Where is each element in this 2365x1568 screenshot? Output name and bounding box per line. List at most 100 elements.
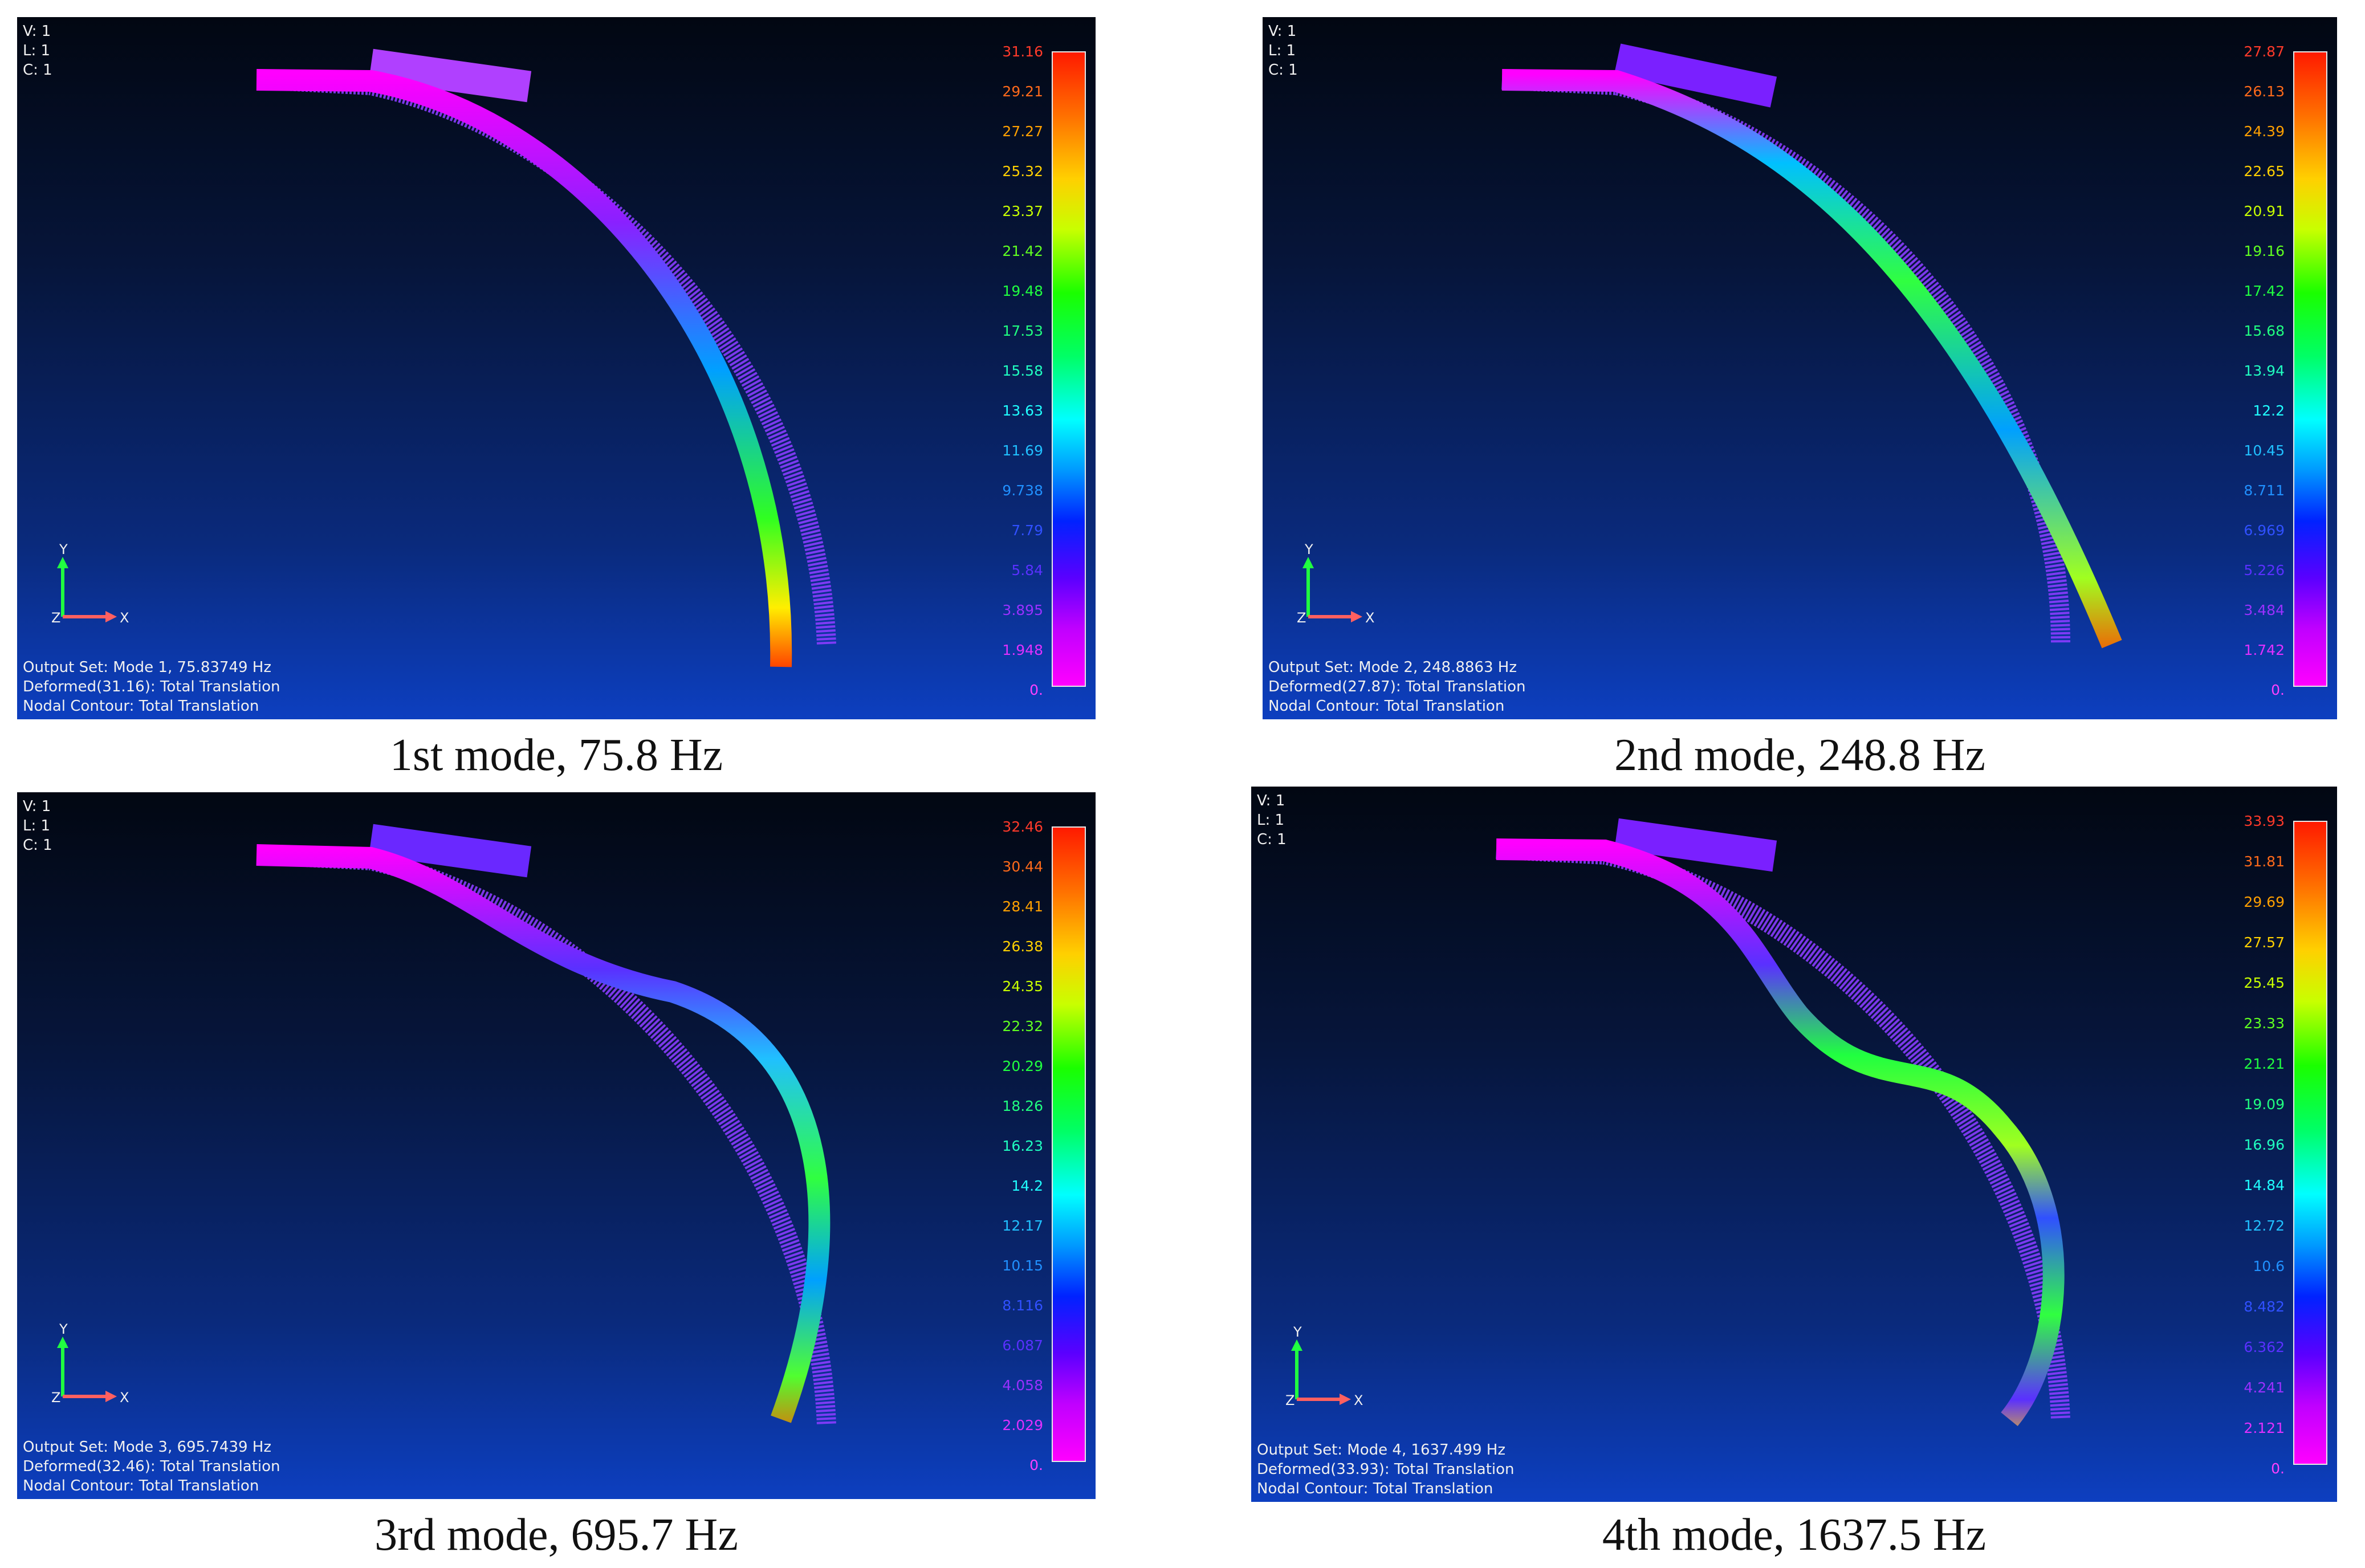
scale-tick: 9.738 — [1002, 482, 1043, 499]
scale-tick: 18.26 — [1002, 1098, 1043, 1114]
mode-4-caption: 4th mode, 1637.5 Hz — [1602, 1510, 1987, 1560]
output-info: Output Set: Mode 1, 75.83749 Hz Deformed… — [23, 658, 280, 716]
deformed-mesh — [256, 844, 831, 1423]
scale-tick: 2.121 — [2244, 1420, 2285, 1436]
mode-3-caption: 3rd mode, 695.7 Hz — [375, 1510, 738, 1560]
scale-tick: 19.48 — [1002, 283, 1043, 299]
triad-z-label: Z — [1297, 610, 1306, 626]
contour-label: Nodal Contour: Total Translation — [23, 1477, 259, 1494]
deformed-mesh — [1496, 838, 2065, 1427]
mode-1-panel: V: 1 L: 1 C: 1 31.16 29.21 27.27 25.32 2… — [17, 17, 1096, 719]
scale-tick: 10.45 — [2244, 442, 2285, 459]
scale-tick: 31.16 — [1002, 43, 1043, 60]
coordinate-triad: Y X Z — [1285, 1325, 1363, 1408]
triad-y-label: Y — [1293, 1325, 1302, 1340]
scale-tick: 6.969 — [2244, 522, 2285, 539]
scale-tick: 11.69 — [1002, 442, 1043, 459]
mode-2-panel: V: 1 L: 1 C: 1 27.87 26.13 24.39 22.65 2… — [1263, 17, 2337, 719]
scale-tick: 25.32 — [1002, 163, 1043, 180]
scale-tick: 5.84 — [1011, 562, 1043, 579]
view-label: V: 1 — [23, 798, 51, 815]
triad-x-label: X — [120, 610, 129, 626]
scale-tick: 12.17 — [1002, 1217, 1043, 1234]
viewport-background — [1263, 17, 2337, 719]
coordinate-triad: Y X Z — [1297, 543, 1374, 626]
clamp-block — [1614, 43, 1777, 108]
deformed-mesh — [1501, 69, 2122, 649]
scale-tick: 25.45 — [2244, 975, 2285, 991]
scale-tick: 8.116 — [1002, 1297, 1043, 1314]
layer-label: L: 1 — [1268, 42, 1296, 59]
clamp-block — [369, 48, 532, 103]
case-label: C: 1 — [23, 62, 52, 79]
view-label: V: 1 — [1257, 792, 1285, 809]
scale-tick: 3.895 — [1002, 602, 1043, 618]
scale-tick: 0. — [2271, 1460, 2285, 1477]
output-set-label: Output Set: Mode 1, 75.83749 Hz — [23, 659, 271, 676]
scale-tick: 14.84 — [2244, 1177, 2285, 1194]
output-info: Output Set: Mode 4, 1637.499 Hz Deformed… — [1257, 1440, 1515, 1498]
scale-tick: 20.91 — [2244, 203, 2285, 219]
scale-tick: 28.41 — [1002, 898, 1043, 915]
scale-tick: 17.42 — [2244, 283, 2285, 299]
case-label: C: 1 — [1268, 62, 1298, 79]
scale-tick: 8.711 — [2244, 482, 2285, 499]
scale-tick: 27.87 — [2244, 43, 2285, 60]
scale-tick: 24.39 — [2244, 123, 2285, 140]
scale-tick: 16.23 — [1002, 1138, 1043, 1154]
scale-tick: 29.21 — [1002, 83, 1043, 100]
output-info: Output Set: Mode 2, 248.8863 Hz Deformed… — [1268, 658, 1526, 716]
scale-tick: 31.81 — [2244, 853, 2285, 870]
mode-shape-plot — [256, 824, 836, 1426]
color-scale-bar — [1052, 826, 1086, 1462]
color-scale-bar — [1052, 51, 1086, 687]
triad-x-label: X — [120, 1390, 129, 1406]
scale-tick: 8.482 — [2244, 1298, 2285, 1315]
color-scale-bar — [2293, 51, 2327, 687]
case-label: C: 1 — [1257, 831, 1287, 848]
scale-tick: 21.42 — [1002, 243, 1043, 259]
scale-tick: 12.2 — [2253, 402, 2285, 419]
scale-tick: 14.2 — [1011, 1178, 1043, 1194]
triad-z-label: Z — [51, 1390, 60, 1406]
triad-y-label: Y — [59, 1322, 68, 1337]
output-info: Output Set: Mode 3, 695.7439 Hz Deformed… — [23, 1437, 280, 1496]
scale-tick: 26.38 — [1002, 938, 1043, 955]
scale-tick: 5.226 — [2244, 562, 2285, 579]
deformed-label: Deformed(27.87): Total Translation — [1268, 678, 1526, 695]
view-header: V: 1 L: 1 C: 1 — [23, 797, 52, 855]
scale-tick: 6.362 — [2244, 1339, 2285, 1355]
contour-label: Nodal Contour: Total Translation — [1257, 1480, 1493, 1497]
scale-tick: 4.058 — [1002, 1377, 1043, 1394]
mode-1-caption: 1st mode, 75.8 Hz — [389, 730, 723, 780]
scale-tick: 0. — [1029, 1457, 1043, 1473]
deformed-label: Deformed(32.46): Total Translation — [23, 1458, 280, 1475]
mode-3-panel: V: 1 L: 1 C: 1 32.46 30.44 28.41 26.38 2… — [17, 792, 1096, 1499]
color-scale-labels: 31.16 29.21 27.27 25.32 23.37 21.42 19.4… — [980, 43, 1043, 698]
scale-tick: 27.57 — [2244, 934, 2285, 951]
scale-tick: 10.15 — [1002, 1257, 1043, 1274]
coordinate-triad: Y X Z — [51, 1322, 129, 1406]
scale-tick: 4.241 — [2244, 1379, 2285, 1396]
layer-label: L: 1 — [23, 817, 51, 834]
triad-x-label: X — [1365, 610, 1374, 626]
mode-shape-plot — [1496, 818, 2070, 1427]
layer-label: L: 1 — [23, 42, 51, 59]
triad-z-label: Z — [51, 610, 60, 626]
scale-tick: 24.35 — [1002, 978, 1043, 995]
scale-tick: 23.33 — [2244, 1015, 2285, 1032]
triad-z-label: Z — [1285, 1392, 1295, 1408]
scale-tick: 19.09 — [2244, 1096, 2285, 1113]
triad-y-label: Y — [1304, 543, 1313, 557]
mode-shape-plot — [256, 48, 836, 667]
scale-tick: 22.32 — [1002, 1018, 1043, 1035]
case-label: C: 1 — [23, 837, 52, 854]
scale-tick: 1.948 — [1002, 642, 1043, 658]
output-set-label: Output Set: Mode 3, 695.7439 Hz — [23, 1439, 271, 1456]
scale-tick: 26.13 — [2244, 83, 2285, 100]
scale-tick: 16.96 — [2244, 1137, 2285, 1153]
view-label: V: 1 — [1268, 23, 1297, 40]
scale-tick: 3.484 — [2244, 602, 2285, 618]
color-scale-labels: 32.46 30.44 28.41 26.38 24.35 22.32 20.2… — [980, 820, 1043, 1473]
triad-y-label: Y — [59, 543, 68, 557]
